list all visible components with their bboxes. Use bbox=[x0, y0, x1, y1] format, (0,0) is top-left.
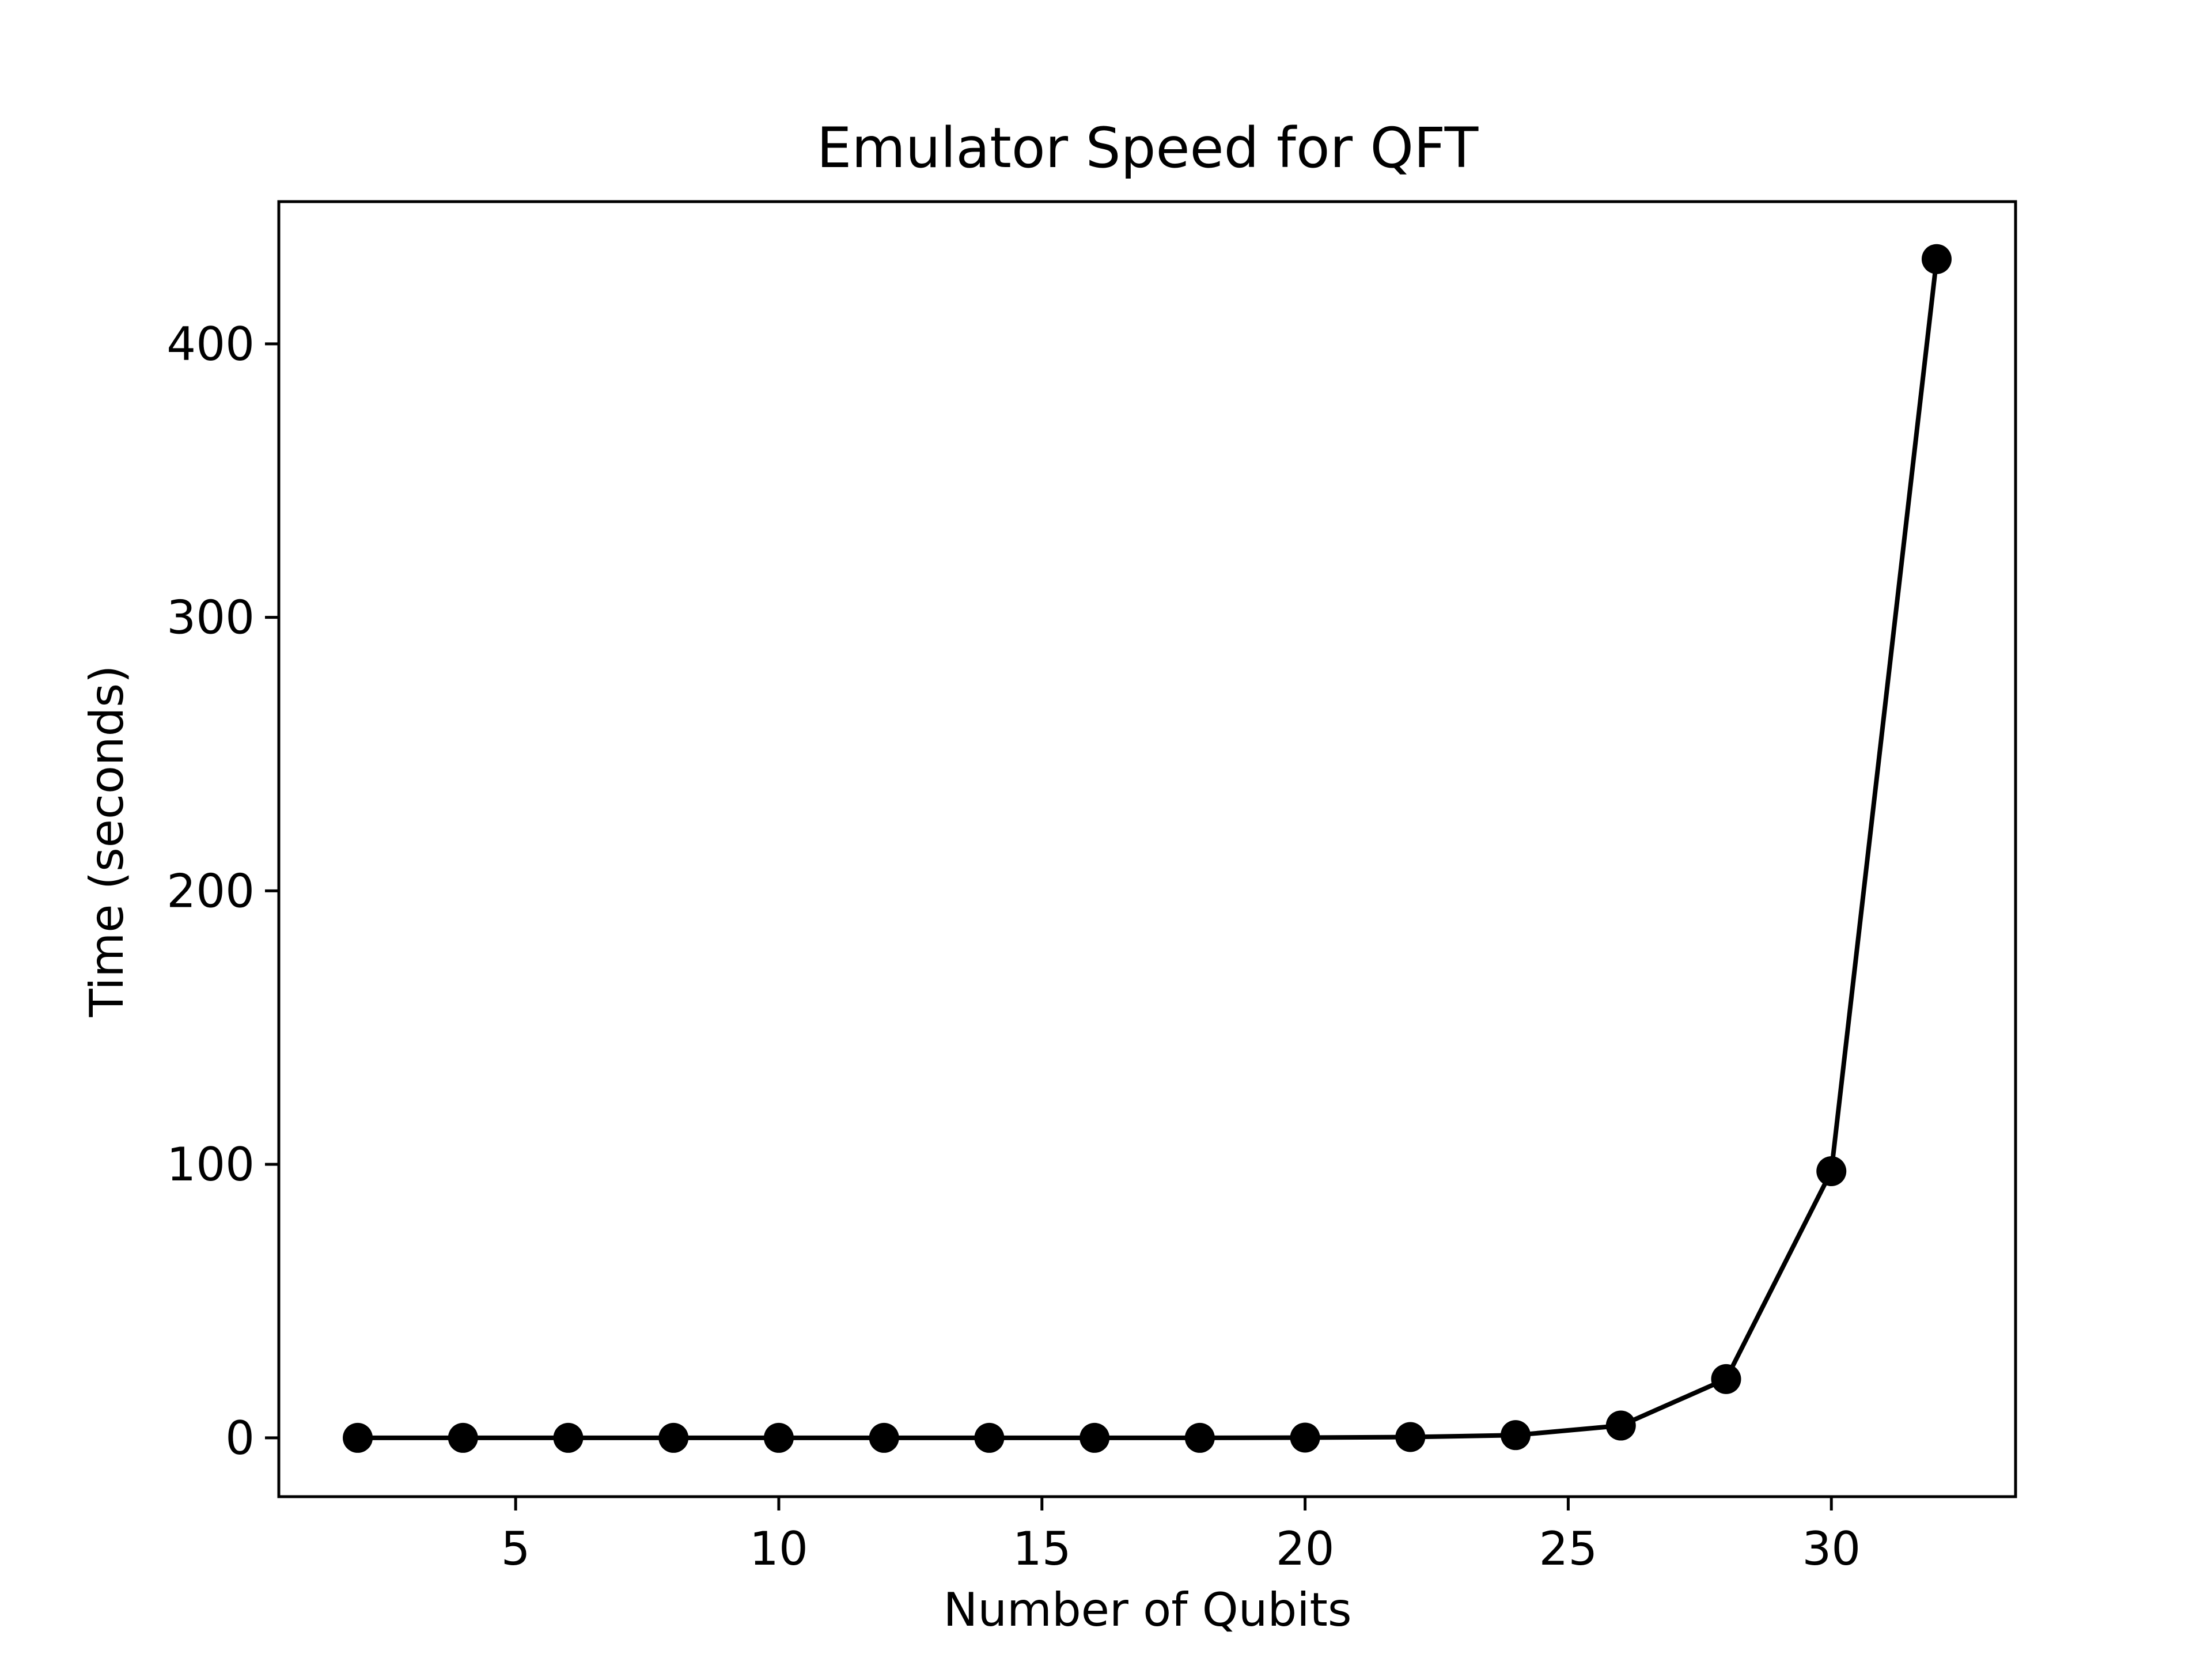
x-tick-label: 20 bbox=[1276, 1522, 1335, 1576]
y-tick-label: 400 bbox=[166, 317, 255, 371]
x-tick-label: 15 bbox=[1013, 1522, 1071, 1576]
data-point bbox=[974, 1422, 1005, 1453]
data-point bbox=[1501, 1420, 1531, 1451]
data-point bbox=[553, 1422, 584, 1453]
plot-area bbox=[343, 244, 1952, 1453]
data-point bbox=[763, 1422, 794, 1453]
y-axis: 0 100 200 300 400 bbox=[166, 317, 279, 1465]
y-tick-label: 100 bbox=[166, 1138, 255, 1191]
data-point bbox=[1395, 1422, 1426, 1452]
x-axis-label: Number of Qubits bbox=[943, 1583, 1351, 1637]
y-tick-label: 0 bbox=[225, 1411, 255, 1465]
data-point bbox=[1816, 1156, 1847, 1187]
x-tick-label: 25 bbox=[1539, 1522, 1598, 1576]
data-point bbox=[448, 1422, 478, 1453]
series-line bbox=[358, 259, 1939, 1440]
data-point bbox=[343, 1422, 373, 1453]
data-point bbox=[1605, 1410, 1636, 1441]
y-tick-label: 200 bbox=[166, 864, 255, 918]
x-axis: 5 10 15 20 25 30 bbox=[501, 1497, 1861, 1576]
x-tick-label: 30 bbox=[1802, 1522, 1861, 1576]
x-tick-label: 5 bbox=[501, 1522, 531, 1576]
x-tick-label: 10 bbox=[749, 1522, 808, 1576]
data-point bbox=[1290, 1422, 1320, 1453]
data-point bbox=[869, 1422, 899, 1453]
plot-frame bbox=[277, 200, 2017, 1498]
y-axis-label: Time (seconds) bbox=[80, 665, 134, 1018]
data-point bbox=[1921, 244, 1952, 274]
data-point bbox=[1711, 1364, 1741, 1394]
data-point bbox=[1184, 1422, 1215, 1453]
data-point bbox=[658, 1422, 689, 1453]
chart-title: Emulator Speed for QFT bbox=[817, 116, 1479, 180]
y-tick-label: 300 bbox=[166, 591, 255, 645]
data-point bbox=[1080, 1422, 1110, 1453]
